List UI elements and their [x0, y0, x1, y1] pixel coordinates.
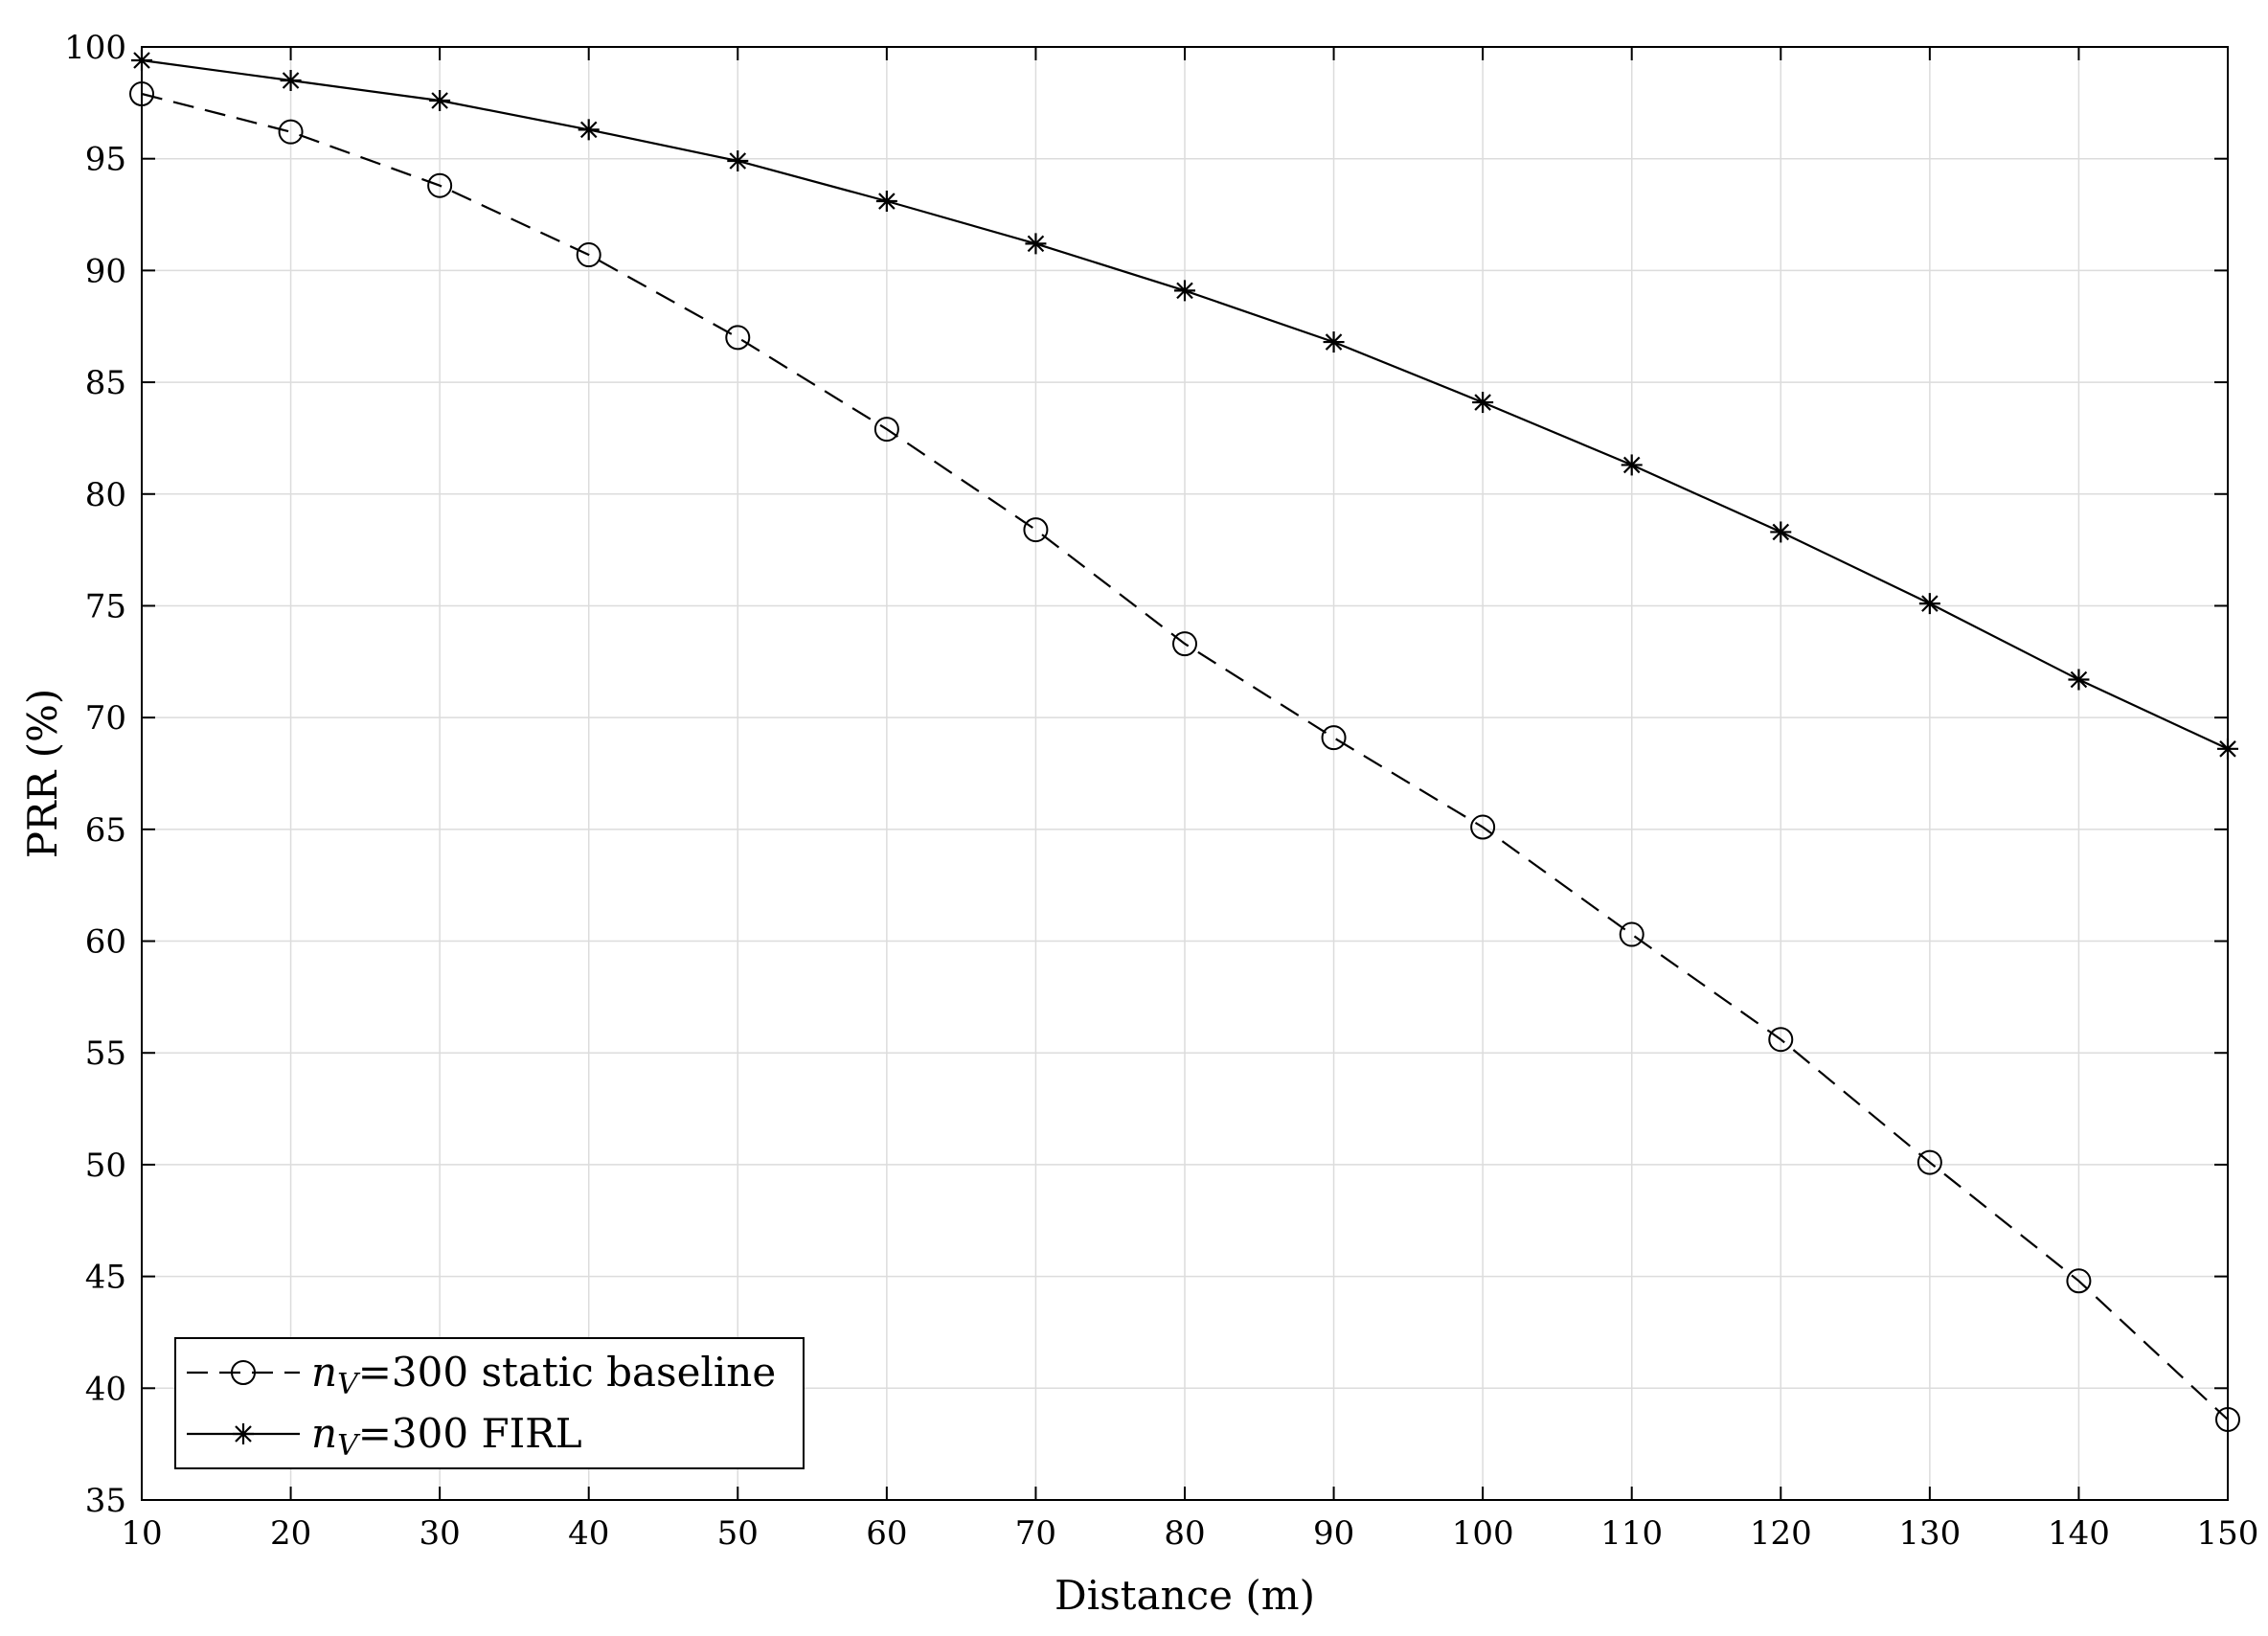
- marker-stroke: [431, 92, 448, 109]
- x-tick-label: 100: [1452, 1514, 1514, 1553]
- data-point: [1619, 921, 1644, 947]
- data-point: [727, 150, 749, 172]
- x-tick-label: 20: [270, 1514, 311, 1553]
- data-point: [1472, 392, 1494, 414]
- series-1: [129, 81, 2240, 1432]
- y-tick-label: 65: [85, 811, 126, 850]
- data-point: [1770, 521, 1792, 543]
- y-tick-label: 100: [64, 29, 126, 67]
- marker-stroke: [878, 193, 896, 210]
- x-tick-label: 50: [717, 1514, 759, 1553]
- data-point: [576, 242, 601, 268]
- legend-box: [174, 1337, 805, 1469]
- legend-item: nV=300 static baseline: [187, 1349, 776, 1401]
- data-point: [1918, 593, 1940, 615]
- marker-stroke: [282, 72, 300, 89]
- marker-stroke: [1176, 282, 1193, 300]
- data-point: [873, 417, 899, 443]
- data-point: [1768, 1027, 1794, 1053]
- legend-marker: [233, 1423, 254, 1444]
- marker-stroke: [1474, 394, 1491, 411]
- grid: [141, 46, 2229, 1501]
- data-point: [429, 90, 451, 112]
- x-tick-label: 90: [1313, 1514, 1354, 1553]
- series-line: [141, 92, 2229, 1420]
- y-tick-label: 95: [85, 141, 126, 179]
- y-tick-label: 75: [85, 587, 126, 625]
- y-axis-label: PRR (%): [19, 689, 66, 859]
- marker-stroke: [1622, 456, 1641, 474]
- data-point: [1025, 233, 1047, 255]
- y-tick-label: 45: [85, 1259, 126, 1297]
- y-tick-label: 80: [85, 476, 126, 514]
- y-tick-label: 60: [85, 923, 126, 962]
- marker-stroke: [2070, 670, 2088, 689]
- x-tick-label: 10: [121, 1514, 162, 1553]
- x-tick-label: 30: [420, 1514, 461, 1553]
- ticks: 10 20 30 40 50 60 70 80 90 100 110 120 130 140 150 35 40…: [64, 29, 2258, 1553]
- series-2: [131, 50, 2238, 760]
- x-axis-label: Distance (m): [1055, 1572, 1315, 1619]
- marker-stroke: [235, 1425, 252, 1443]
- x-tick-label: 40: [568, 1514, 609, 1553]
- legend-item: nV=300 FIRL: [187, 1410, 582, 1463]
- x-tick-label: 80: [1164, 1514, 1205, 1553]
- data-point: [578, 119, 600, 141]
- data-point: [2066, 1268, 2092, 1294]
- x-tick-label: 120: [1750, 1514, 1812, 1553]
- data-point: [427, 172, 453, 198]
- y-tick-label: 40: [85, 1370, 126, 1408]
- data-point: [875, 191, 897, 213]
- data-point: [1172, 631, 1197, 657]
- data-point: [725, 325, 751, 351]
- legend-label: nV=300 static baseline: [311, 1349, 776, 1401]
- y-tick-label: 55: [85, 1034, 126, 1073]
- data-point: [2068, 669, 2090, 691]
- x-tick-label: 140: [2048, 1514, 2110, 1553]
- legend-label: nV=300 FIRL: [311, 1410, 582, 1463]
- marker-stroke: [729, 152, 747, 170]
- data-point: [1621, 454, 1643, 476]
- data-point: [278, 119, 304, 145]
- marker-stroke: [1921, 595, 1939, 612]
- marker-stroke: [579, 121, 598, 139]
- data-point: [280, 70, 302, 92]
- marker-stroke: [1772, 523, 1790, 541]
- marker-stroke: [1325, 333, 1343, 351]
- x-tick-label: 110: [1600, 1514, 1663, 1553]
- data-point: [1174, 280, 1195, 302]
- y-tick-label: 50: [85, 1147, 126, 1185]
- data-point: [1023, 517, 1049, 543]
- x-tick-label: 70: [1015, 1514, 1056, 1553]
- legend: nV=300 static baseline nV=300 FIRL: [174, 1337, 805, 1469]
- legend-marker: [231, 1360, 256, 1385]
- data-point: [1323, 331, 1345, 353]
- x-tick-label: 60: [866, 1514, 907, 1553]
- y-tick-label: 35: [85, 1482, 126, 1520]
- series-layer: [129, 50, 2240, 1432]
- y-tick-label: 85: [85, 364, 126, 402]
- data-point: [1916, 1149, 1942, 1175]
- x-tick-label: 130: [1898, 1514, 1961, 1553]
- y-tick-label: 90: [85, 252, 126, 290]
- x-tick-label: 150: [2197, 1514, 2259, 1553]
- data-point: [1321, 725, 1347, 751]
- marker-stroke: [1027, 235, 1045, 253]
- data-point: [1470, 814, 1496, 840]
- y-tick-label: 70: [85, 699, 126, 738]
